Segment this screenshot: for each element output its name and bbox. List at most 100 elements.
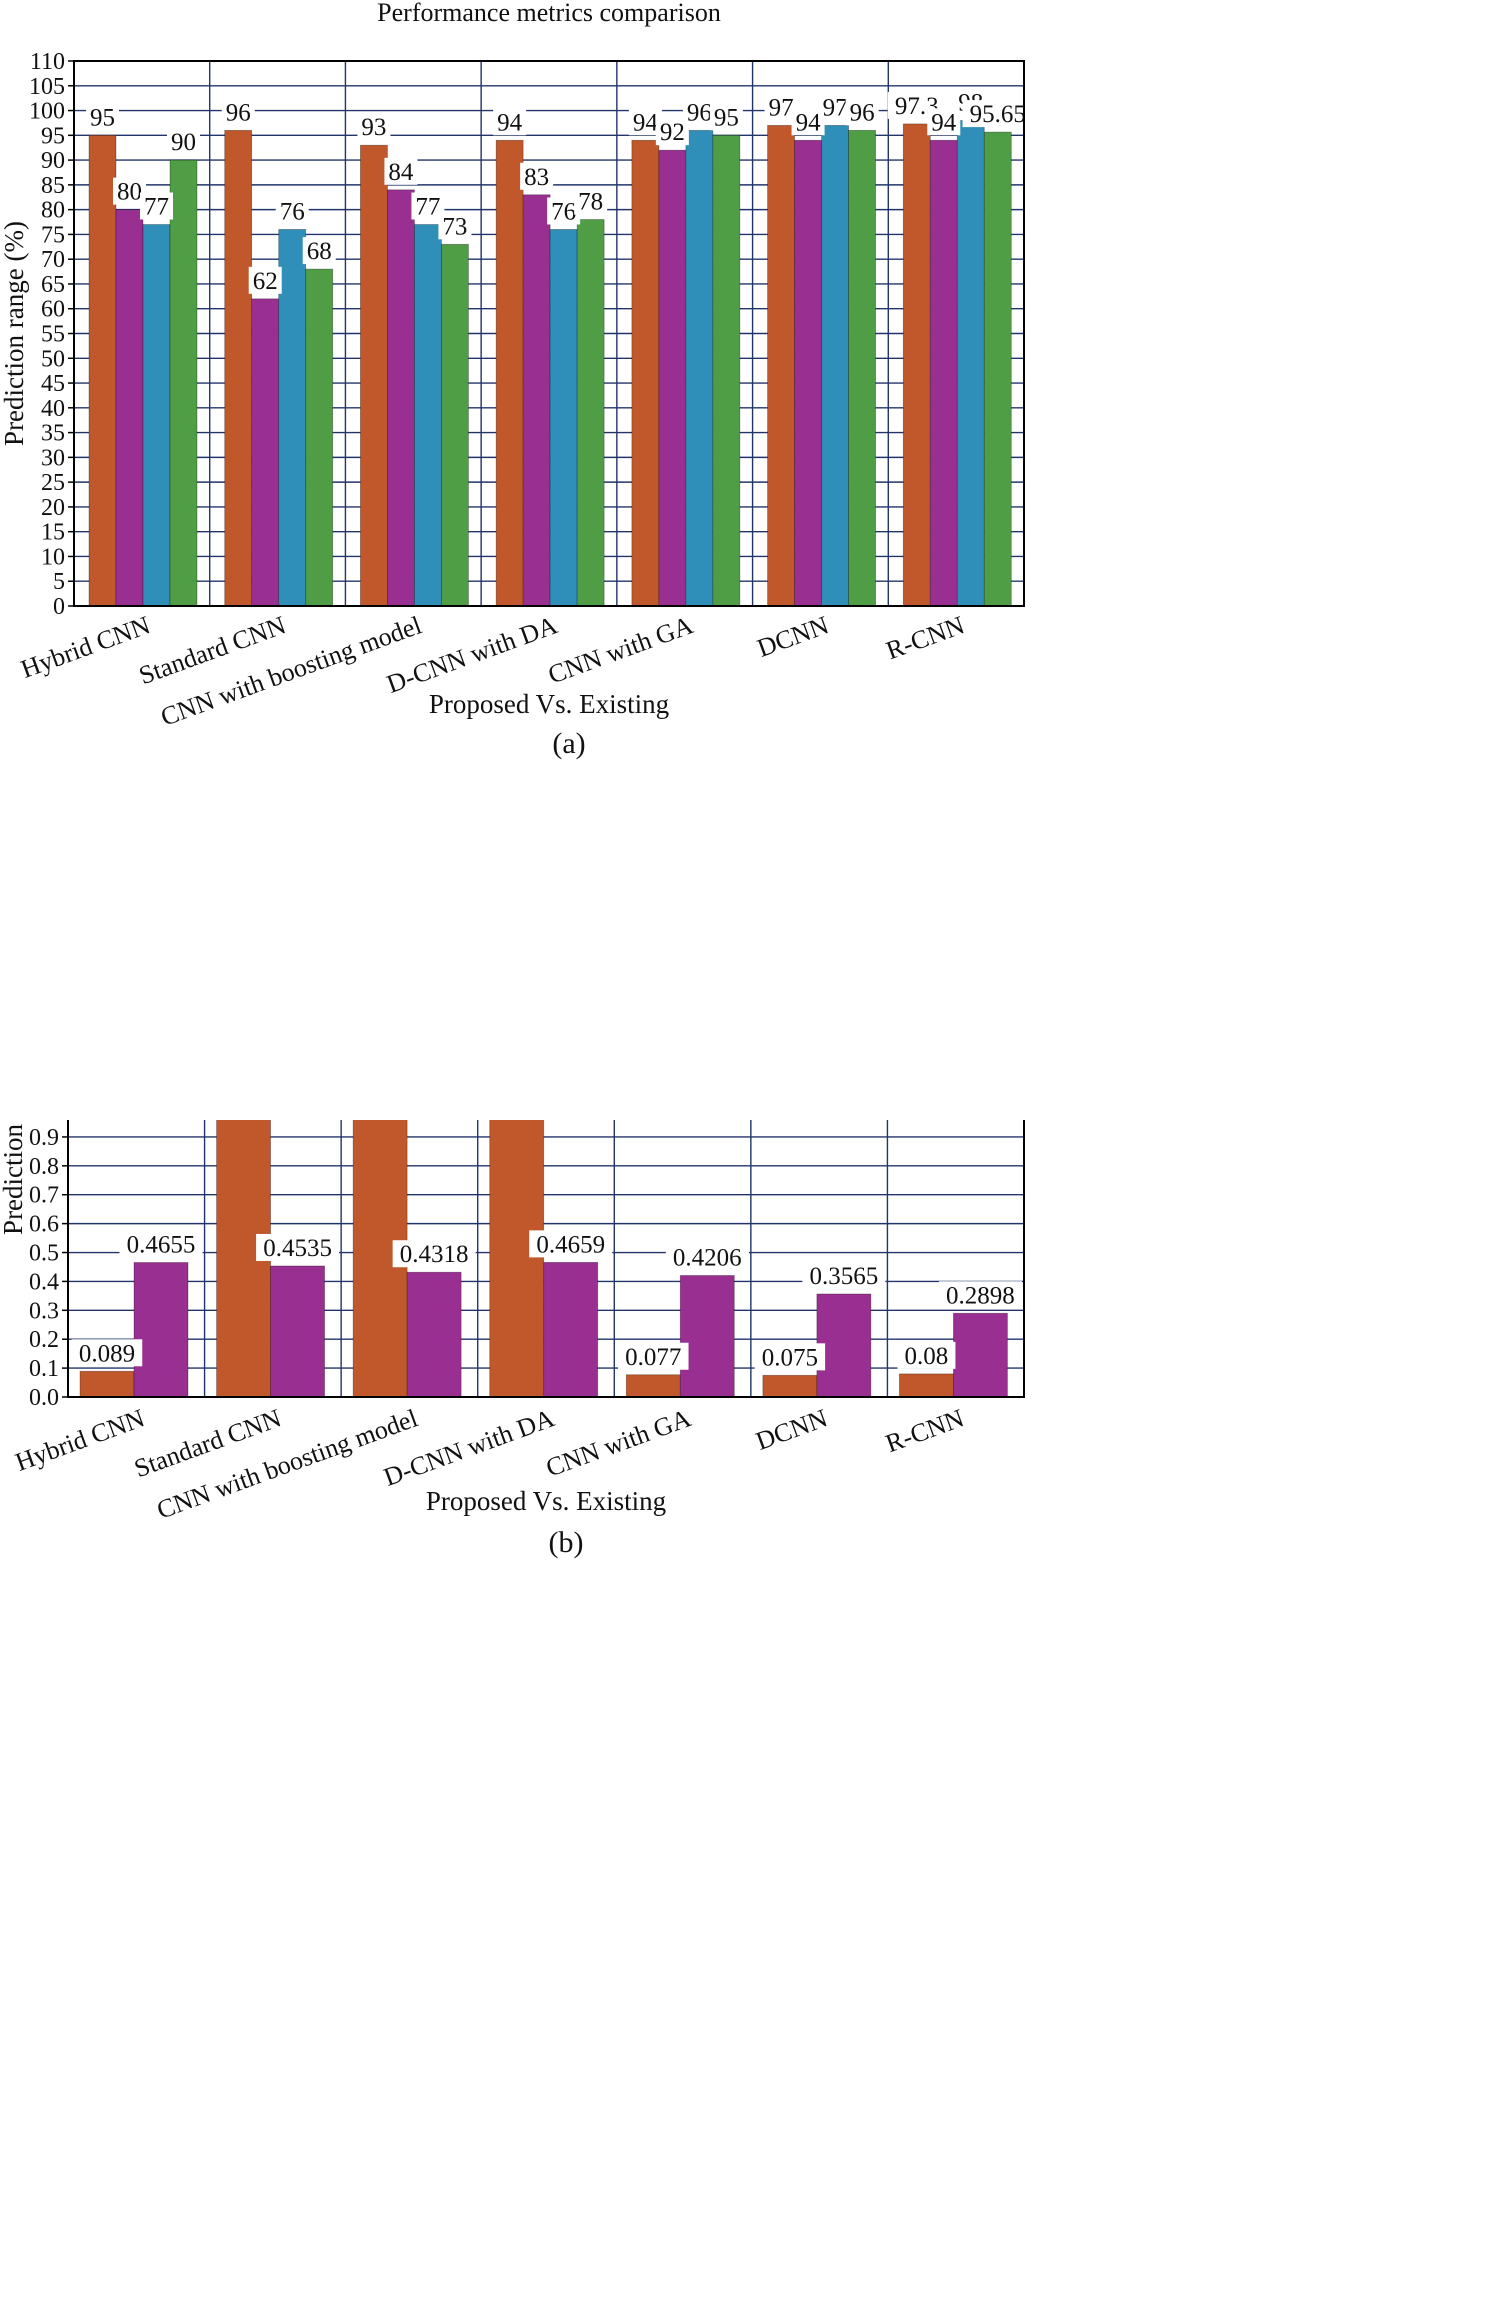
y-tick-label: 0 [53,594,65,620]
bar-a-s1-c3 [360,144,388,607]
data-label: 77 [415,194,440,221]
data-label: 0.4655 [127,1231,196,1258]
bar-a-s2-c4 [522,194,551,607]
bar-a-s2-c3 [387,189,415,607]
bar-a-s4-c6 [848,129,876,607]
data-label-bg [962,100,1034,128]
data-label-bg [248,266,282,294]
y-tick-label: 20 [41,495,65,521]
x-category-label: DCNN [752,1403,831,1456]
data-label-bg [86,103,119,131]
y-tick-label: 10 [41,544,65,570]
bar-a-s4-c2 [305,268,334,607]
bar-a-s1-c7 [902,123,931,607]
data-label-bg [709,103,743,131]
data-label: 0.4206 [673,1244,742,1271]
y-tick-label: 5 [53,569,65,595]
data-label: 76 [551,198,576,225]
chart-title: Performance metrics comparison [377,0,721,27]
bar-a-s3-c5 [685,129,714,607]
data-label: 0.4318 [400,1241,469,1268]
data-label: 68 [307,238,332,265]
y-tick-label: 60 [41,297,65,323]
bar-a-s3-c3 [414,224,442,607]
data-label: 76 [280,198,305,225]
data-label: 73 [442,213,467,240]
data-label: 0.2898 [946,1282,1015,1309]
bar-a-s3-c2 [278,229,307,607]
data-label: 84 [388,159,414,186]
data-label: 77 [144,194,169,221]
x-category-label: Hybrid CNN [17,610,154,684]
y-tick-label: 0.3 [29,1298,59,1324]
data-label: 0.4535 [263,1235,332,1262]
bar-a-s2-c2 [251,298,280,607]
data-label: 92 [660,119,685,146]
data-label: 97 [769,94,794,121]
data-label: 78 [578,189,603,216]
data-label-bg [897,1341,956,1369]
data-label: 94 [796,109,822,136]
y-tick-label: 15 [41,520,65,546]
y-tick-label: 0.5 [29,1241,59,1267]
data-label-bg [357,113,391,141]
data-label-bg [618,1342,689,1370]
y-tick-label: 70 [41,247,65,273]
data-label: 62 [253,268,278,295]
data-label: 90 [171,129,196,156]
bar-b-s1-c7 [899,1373,954,1398]
bar-a-s2-c5 [658,149,687,607]
data-label: 0.075 [762,1344,818,1371]
bar-a-s1-c6 [767,125,795,607]
y-tick-label: 65 [41,272,65,298]
data-label-bg [392,1240,476,1268]
data-label-bg [493,108,527,136]
chart-a: Performance metrics comparison 0510152025… [0,0,1034,760]
y-tick-label: 0.8 [29,1154,59,1180]
data-label: 94 [497,109,523,136]
data-label-bg [302,237,336,265]
data-label-bg [574,187,608,215]
y-tick-label: 0.6 [29,1212,59,1238]
data-label: 0.077 [625,1344,681,1371]
y-tick-label: 0.9 [29,1125,59,1151]
data-label-bg [221,98,255,126]
bar-b-s1-c6 [762,1374,818,1398]
y-tick-label: 95 [41,123,65,149]
bar-a-s3-c6 [821,125,849,607]
bar-a-s3-c1 [142,224,171,607]
data-label-bg [384,157,418,185]
data-label-bg [529,1230,613,1258]
data-label-bg [119,1230,203,1258]
bar-a-s3-c4 [549,229,578,607]
y-tick-label: 85 [41,173,65,199]
data-label-bg [665,1243,749,1271]
y-tick-label: 45 [41,371,65,397]
y-tick-label: 0.0 [29,1385,59,1411]
x-category-label: R-CNN [882,1403,968,1458]
data-label-bg [71,1339,143,1367]
y-tick-label: 0.2 [29,1327,59,1353]
x-category-label: DCNN [753,610,832,663]
bar-a-s1-c5 [631,139,660,607]
plot-frame [67,1120,1025,1398]
bar-b-s1-c4 [489,1120,545,1398]
bar-b-s2-c2 [270,1265,325,1398]
bar-b-s1-c1 [79,1370,135,1398]
y-tick-label: 25 [41,470,65,496]
y-axis-title: Prediction range (%) [0,221,29,446]
bar-a-s4-c3 [441,243,469,607]
bar-b-s2-c5 [679,1275,735,1398]
bar-a-s3-c7 [956,120,985,607]
data-label: 96 [850,99,875,126]
data-label: 0.08 [905,1343,949,1370]
y-tick-label: 80 [41,198,65,224]
bar-a-s4-c4 [576,219,605,607]
y-tick-label: 0.7 [29,1183,59,1209]
data-label-bg [167,128,200,156]
data-label-bg [275,197,309,225]
data-label-bg [938,1281,1022,1309]
data-label-bg [140,192,173,220]
bar-a-s1-c4 [495,139,524,607]
